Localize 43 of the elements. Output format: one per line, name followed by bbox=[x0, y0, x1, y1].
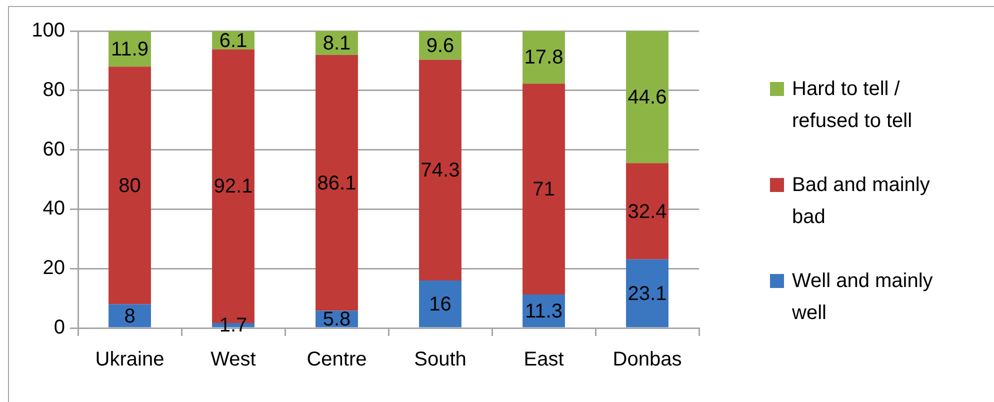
y-tick-label: 100 bbox=[32, 20, 65, 42]
data-label: 11.3 bbox=[525, 300, 562, 322]
data-label: 17.8 bbox=[524, 46, 564, 69]
data-label: 16 bbox=[429, 293, 452, 316]
x-tick-label: Centre bbox=[306, 348, 367, 371]
data-label: 9.6 bbox=[426, 35, 454, 58]
x-tick-label: East bbox=[524, 348, 564, 371]
x-tick-label: West bbox=[210, 348, 256, 371]
y-tick-label: 40 bbox=[42, 198, 65, 220]
bar bbox=[316, 55, 358, 311]
bar bbox=[626, 259, 668, 328]
x-tick-label: South bbox=[414, 348, 466, 371]
data-label: 74.3 bbox=[420, 160, 460, 182]
data-label: 5.8 bbox=[322, 308, 351, 331]
data-label: 1.7 bbox=[219, 314, 248, 337]
y-tick-label: 80 bbox=[42, 78, 65, 101]
data-label: 44.6 bbox=[628, 86, 667, 108]
data-label: 8.1 bbox=[322, 32, 351, 55]
y-tick-label: 20 bbox=[42, 257, 65, 280]
x-tick-label: Ukraine bbox=[95, 348, 164, 371]
legend-label: Hard to tell / refused to tell bbox=[792, 77, 914, 134]
y-tick-label: 0 bbox=[54, 316, 65, 339]
bar bbox=[108, 66, 151, 304]
bar bbox=[108, 304, 151, 328]
bar bbox=[522, 84, 565, 294]
x-tick-label: Donbas bbox=[612, 348, 682, 371]
bar bbox=[522, 31, 565, 84]
data-label: 23.1 bbox=[628, 282, 667, 305]
y-tick-label: 60 bbox=[42, 138, 65, 160]
legend-label: Well and mainly well bbox=[792, 269, 934, 326]
bar bbox=[626, 163, 668, 260]
data-label: 80 bbox=[118, 174, 141, 197]
legend-label: Bad and mainly bad bbox=[792, 173, 931, 230]
data-label: 8 bbox=[124, 305, 136, 328]
data-label: 6.1 bbox=[219, 30, 248, 52]
data-label: 11.9 bbox=[111, 38, 148, 60]
bar bbox=[419, 60, 462, 280]
data-label: 86.1 bbox=[317, 172, 356, 194]
data-label: 92.1 bbox=[214, 176, 253, 198]
data-label: 32.4 bbox=[628, 200, 667, 223]
bar bbox=[626, 31, 668, 164]
bar bbox=[419, 280, 462, 328]
data-label: 71 bbox=[532, 178, 555, 201]
